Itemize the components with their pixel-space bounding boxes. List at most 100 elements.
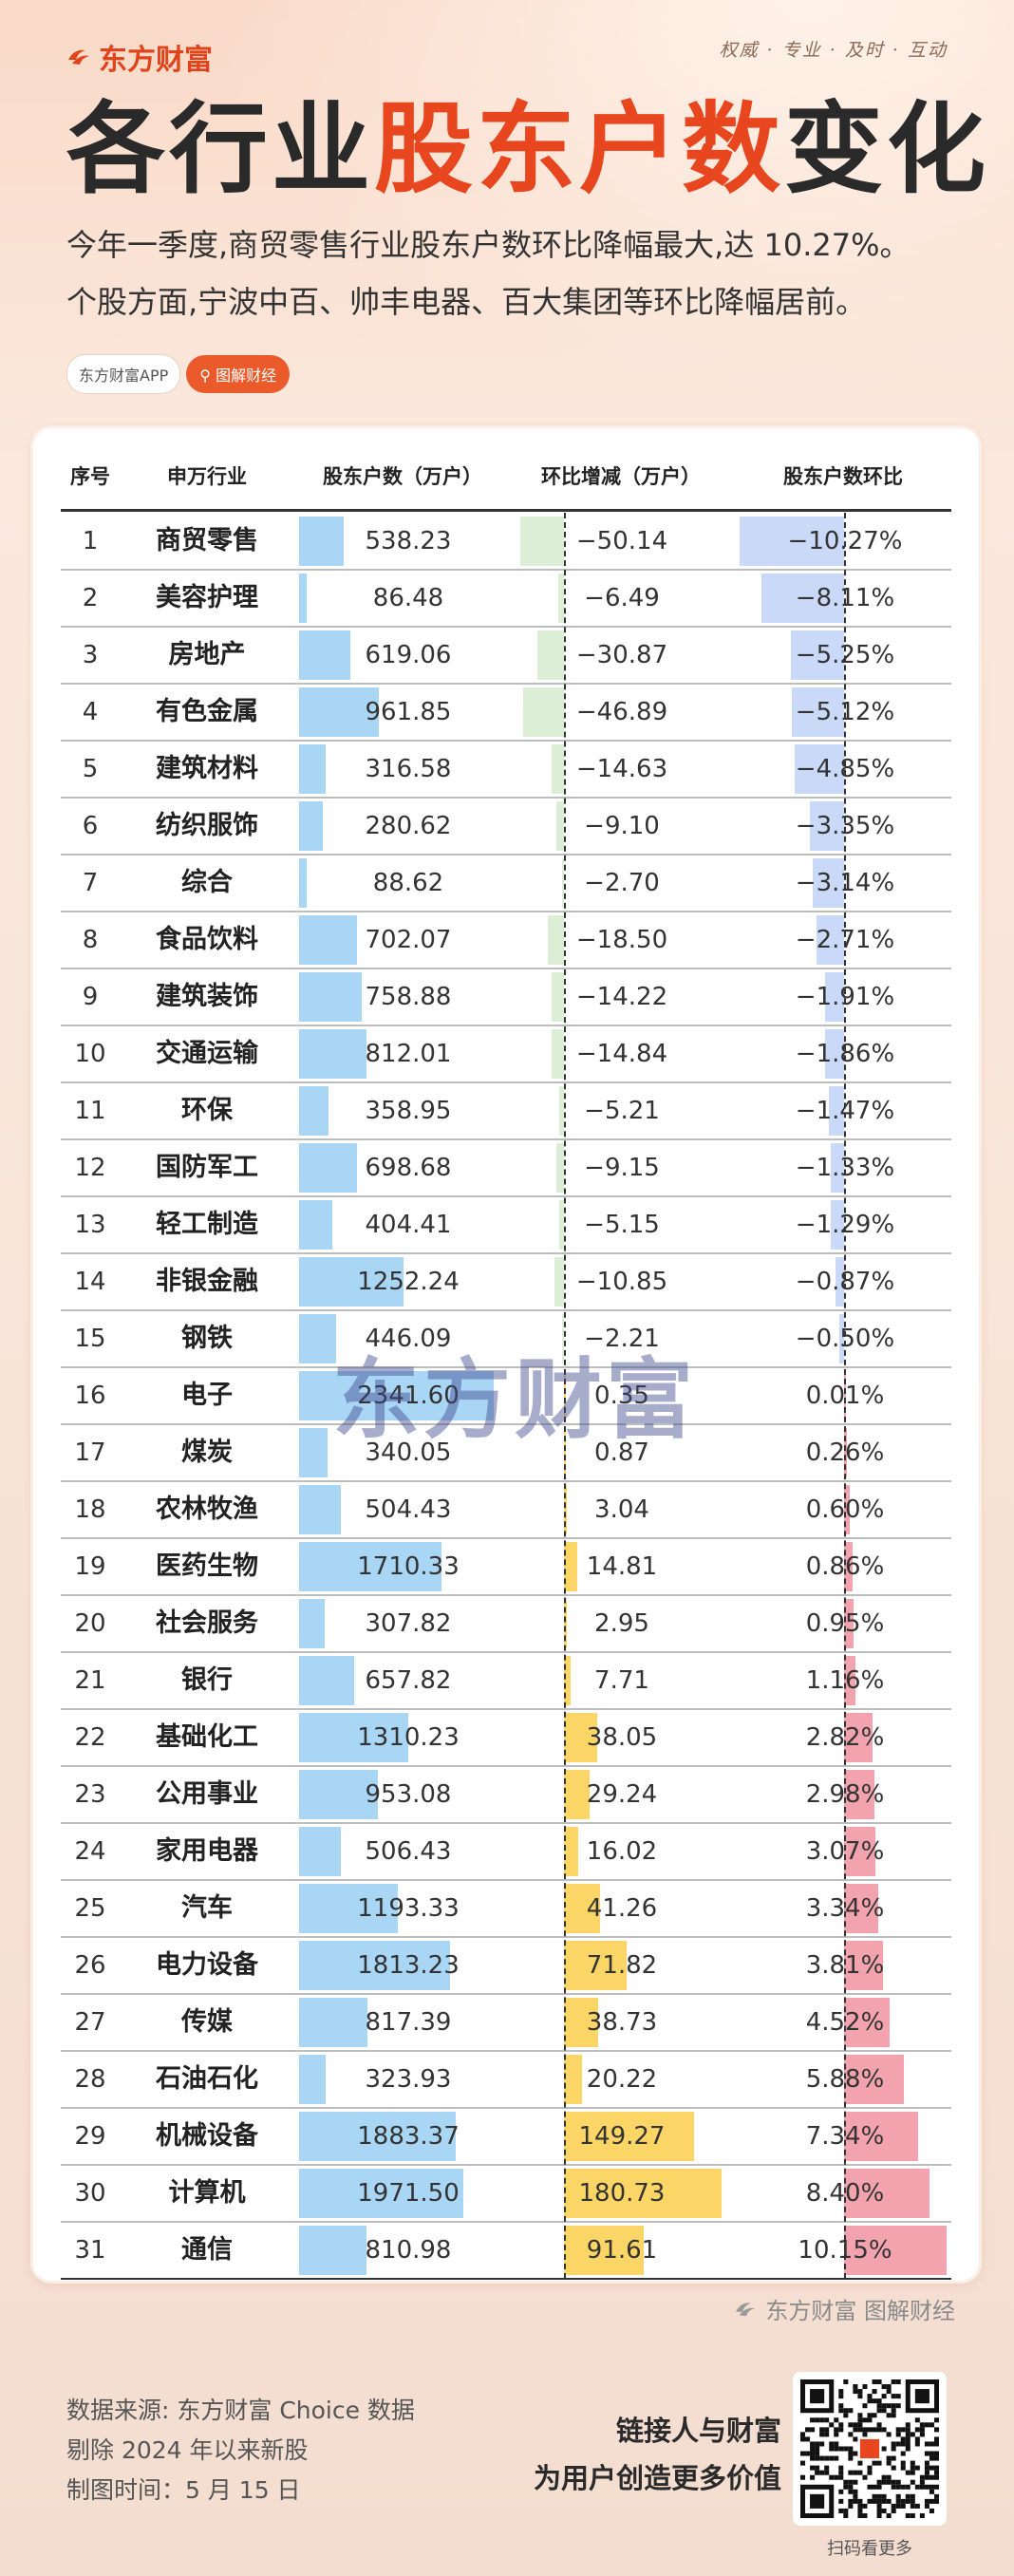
row-separator <box>61 1081 951 1083</box>
source-line-1: 数据来源: 东方财富 Choice 数据 <box>66 2397 415 2424</box>
change-value: 91.61 <box>586 2236 658 2265</box>
change-value: 0.35 <box>594 1382 649 1410</box>
title-part-1: 各行业 <box>66 91 375 207</box>
app-tag[interactable]: 东方财富APP <box>66 354 181 394</box>
holders-value: 307.82 <box>365 1609 452 1638</box>
holders-value: 812.01 <box>365 1040 452 1068</box>
industry-cell: 综合 <box>181 868 233 897</box>
row-separator <box>61 2278 951 2280</box>
pct-bar <box>830 1143 844 1193</box>
holders-bar <box>299 801 323 851</box>
industry-cell: 通信 <box>181 2235 233 2265</box>
tags: 东方财富APP ⚲ 图解财经 <box>66 354 291 394</box>
change-value: −14.63 <box>575 755 668 783</box>
pct-bar <box>792 687 844 737</box>
row-separator <box>61 1025 951 1026</box>
rank-cell: 7 <box>82 869 99 897</box>
holders-bar <box>299 1029 367 1079</box>
holders-bar <box>299 1599 325 1648</box>
industry-cell: 建筑材料 <box>156 754 258 783</box>
change-bar <box>536 630 564 680</box>
subtitle-line-2: 个股方面,宁波中百、帅丰电器、百大集团等环比降幅居前。 <box>66 284 867 320</box>
industry-cell: 社会服务 <box>156 1608 258 1638</box>
change-value: 71.82 <box>586 1951 658 1980</box>
row-separator <box>61 854 951 856</box>
industry-cell: 建筑装饰 <box>156 982 258 1011</box>
row-separator <box>61 1309 951 1311</box>
pct-bar <box>844 2169 930 2218</box>
change-bar <box>561 1314 564 1363</box>
pct-bar <box>844 1656 856 1705</box>
change-bar <box>558 573 564 623</box>
holders-value: 1813.23 <box>357 1951 460 1980</box>
holders-bar <box>299 744 326 794</box>
row-separator <box>61 1480 951 1482</box>
pct-bar <box>831 1200 844 1250</box>
holders-value: 1193.33 <box>357 1894 460 1923</box>
row-separator <box>61 740 951 742</box>
column-header: 股东户数（万户） <box>323 465 482 488</box>
holders-bar <box>299 1713 408 1762</box>
holders-value: 698.68 <box>365 1154 452 1182</box>
rank-cell: 3 <box>82 641 99 669</box>
industry-cell: 纺织服饰 <box>156 811 258 840</box>
rank-cell: 15 <box>74 1325 106 1353</box>
qr-code[interactable] <box>793 2372 947 2526</box>
search-tag[interactable]: ⚲ 图解财经 <box>186 355 291 393</box>
data-source: 数据来源: 东方财富 Choice 数据 剔除 2024 年以来新股 制图时间：… <box>66 2391 415 2510</box>
motto: 链接人与财富 为用户创造更多价值 <box>534 2407 781 2502</box>
footer-mark: 东方财富 图解财经 <box>733 2292 955 2325</box>
change-value: −14.84 <box>575 1040 668 1068</box>
industry-cell: 医药生物 <box>156 1551 258 1581</box>
holders-value: 953.08 <box>365 1780 452 1809</box>
change-bar <box>559 1200 564 1250</box>
holders-bar <box>299 2112 456 2161</box>
row-separator <box>61 1138 951 1140</box>
industry-cell: 非银金融 <box>156 1267 258 1296</box>
row-separator <box>61 1936 951 1938</box>
holders-value: 538.23 <box>365 527 452 555</box>
row-separator <box>61 911 951 912</box>
source-line-2: 剔除 2024 年以来新股 <box>66 2436 309 2464</box>
holders-bar <box>299 2169 463 2218</box>
row-separator <box>61 569 951 571</box>
change-value: −6.49 <box>584 584 660 612</box>
rank-cell: 10 <box>74 1040 106 1068</box>
industry-cell: 基础化工 <box>156 1722 258 1752</box>
rank-cell: 16 <box>74 1382 106 1410</box>
brand-logo-icon <box>68 49 89 65</box>
row-separator <box>61 1879 951 1881</box>
holders-value: 657.82 <box>365 1666 452 1695</box>
row-separator <box>61 683 951 685</box>
change-value: −9.10 <box>584 812 660 840</box>
industry-cell: 美容护理 <box>156 583 258 612</box>
search-tag-label: 图解财经 <box>216 367 277 385</box>
holders-bar <box>299 972 363 1022</box>
change-bar <box>561 858 564 908</box>
row-separator <box>61 1252 951 1254</box>
holders-bar <box>299 1941 450 1990</box>
footer-mark-text: 东方财富 图解财经 <box>765 2298 955 2324</box>
rank-cell: 29 <box>74 2122 106 2151</box>
change-bar <box>564 2169 723 2218</box>
holders-value: 817.39 <box>365 2008 452 2037</box>
holders-bar <box>299 2226 366 2275</box>
holders-value: 810.98 <box>365 2236 452 2265</box>
holders-bar <box>299 1143 358 1193</box>
holders-bar <box>299 1485 342 1534</box>
industry-cell: 食品饮料 <box>156 925 258 954</box>
holders-bar <box>299 1086 329 1136</box>
holders-value: 702.07 <box>365 926 452 954</box>
row-separator <box>61 626 951 628</box>
change-bar <box>564 1827 578 1876</box>
row-separator <box>61 1993 951 1995</box>
pct-bar <box>824 972 844 1022</box>
industry-cell: 煤炭 <box>181 1438 233 1467</box>
industry-cell: 传媒 <box>181 2007 233 2037</box>
holders-bar <box>299 1998 367 2047</box>
pct-bar <box>844 1941 883 1990</box>
change-value: −5.21 <box>584 1097 660 1125</box>
holders-bar <box>299 1770 379 1819</box>
holders-bar <box>299 2055 327 2104</box>
rank-cell: 12 <box>74 1154 106 1182</box>
